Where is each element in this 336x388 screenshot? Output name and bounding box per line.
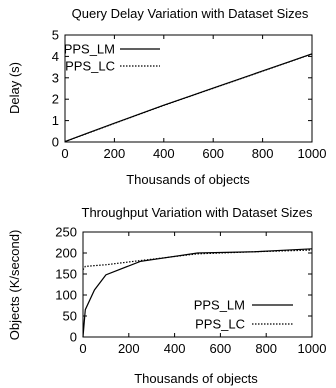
- plot-frame: [82, 231, 313, 338]
- y-tick-label: 5: [52, 28, 59, 43]
- x-axis-label: Thousands of objects: [134, 371, 258, 386]
- x-tick-label: 1000: [298, 146, 327, 161]
- y-tick-label: 50: [63, 309, 77, 324]
- x-tick-label: 600: [202, 146, 224, 161]
- y-tick-label: 250: [55, 225, 77, 240]
- x-tick-label: 200: [118, 341, 140, 356]
- legend-label: PPS_LC: [65, 59, 115, 74]
- throughput-chart: Throughput Variation with Dataset Sizes …: [7, 205, 326, 386]
- x-tick-label: 1000: [298, 341, 327, 356]
- y-tick-label: 200: [55, 246, 77, 261]
- y-tick-label: 3: [52, 70, 59, 85]
- y-tick-label: 0: [52, 135, 59, 150]
- legend-label: PPS_LC: [195, 317, 245, 332]
- y-tick-label: 2: [52, 92, 59, 107]
- chart-title: Query Delay Variation with Dataset Sizes: [72, 6, 309, 21]
- plot-area: 0 200 400 600 800 1000 0 1 2 3 4 5 PPS_LM PPS_LC: [52, 28, 327, 162]
- legend: PPS_LM PPS_LC: [64, 42, 160, 74]
- y-tick-label: 100: [55, 288, 77, 303]
- legend-label: PPS_LM: [64, 42, 115, 57]
- x-tick-label: 800: [255, 341, 277, 356]
- x-tick-label: 400: [164, 341, 186, 356]
- plot-area: 0 200 400 600 800 1000050100150200250PPS_LMPP…: [55, 225, 326, 357]
- x-tick-label: 800: [252, 146, 274, 161]
- x-tick-label: 400: [153, 146, 175, 161]
- y-tick-label: 150: [55, 267, 77, 282]
- y-axis-label: Objects (K/second): [7, 230, 22, 341]
- chart-title: Throughput Variation with Dataset Sizes: [82, 205, 313, 220]
- series-line-pps-lm: [64, 53, 313, 143]
- plot-frame: [64, 34, 313, 143]
- series-line-pps-lm: [82, 248, 313, 338]
- y-tick-label: 4: [52, 49, 59, 64]
- series-line-pps-lc: [82, 249, 313, 271]
- query-delay-chart: Query Delay Variation with Dataset Sizes…: [7, 6, 326, 187]
- y-tick-label: 0: [70, 330, 77, 345]
- x-tick-label: 0: [61, 146, 68, 161]
- x-tick-label: 0: [79, 341, 86, 356]
- y-tick-label: 1: [52, 113, 59, 128]
- x-axis-label: Thousands of objects: [126, 172, 250, 187]
- legend: PPS_LM PPS_LC: [194, 298, 293, 332]
- x-tick-label: 600: [210, 341, 232, 356]
- y-axis-label: Delay (s): [7, 62, 22, 114]
- x-tick-label: 200: [104, 146, 126, 161]
- legend-label: PPS_LM: [194, 298, 245, 313]
